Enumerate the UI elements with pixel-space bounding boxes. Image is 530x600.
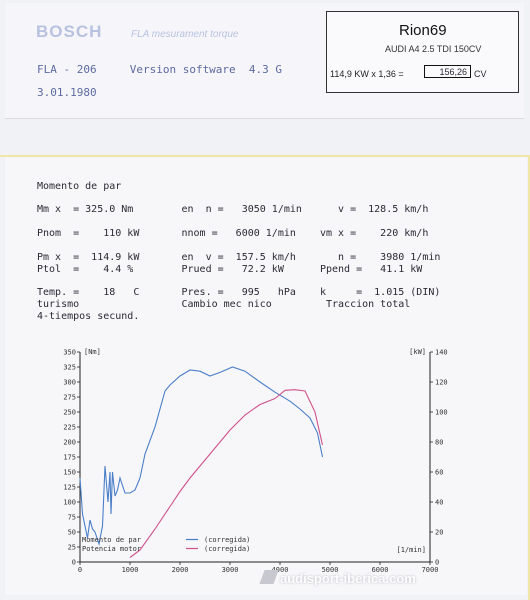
report-line: 4-tiempos secund. xyxy=(37,311,140,322)
x-tick-label: 5000 xyxy=(322,566,339,574)
report-line: turismo Cambio mec nico Traccion total xyxy=(37,299,411,310)
y-left-tick-label: 225 xyxy=(63,424,76,432)
vehicle-model: AUDI A4 2.5 TDI 150CV xyxy=(385,44,482,54)
legend-label: Potencia motor xyxy=(82,545,141,553)
y-right-unit: [kW] xyxy=(409,348,426,356)
y-right-tick-label: 140 xyxy=(435,349,448,357)
y-left-tick-label: 250 xyxy=(63,409,76,417)
y-left-tick-label: 200 xyxy=(63,439,76,447)
owner-name: Rion69 xyxy=(399,22,447,39)
y-right-tick-label: 60 xyxy=(435,469,443,477)
x-tick-label: 1000 xyxy=(122,566,139,574)
y-left-tick-label: 0 xyxy=(72,559,76,567)
watermark: audisport-iberica.com xyxy=(280,571,416,586)
y-left-tick-label: 275 xyxy=(63,394,76,402)
x-tick-label: 7000 xyxy=(422,566,439,574)
brand-logo: BOSCH xyxy=(36,22,103,41)
y-left-tick-label: 300 xyxy=(63,379,76,387)
y-left-tick-label: 150 xyxy=(63,469,76,477)
page-edge xyxy=(0,155,530,157)
x-tick-label: 0 xyxy=(78,566,82,574)
x-axis-unit: [1/min] xyxy=(396,546,426,554)
x-tick-label: 6000 xyxy=(372,566,389,574)
vehicle-info-box: Rion69 AUDI A4 2.5 TDI 150CV 114,9 KW x … xyxy=(326,11,519,93)
legend-tag: (corregida) xyxy=(204,545,250,553)
software-version-line: FLA - 206 Version software 4.3 G xyxy=(37,63,283,76)
y-right-tick-label: 0 xyxy=(435,559,439,567)
y-right-tick-label: 120 xyxy=(435,379,448,387)
series-line xyxy=(129,389,324,558)
legend-tag: (corregida) xyxy=(204,536,250,544)
report-line: Temp. = 18 C Pres. = 995 hPa k = 1.015 (… xyxy=(37,287,441,298)
y-right-tick-label: 20 xyxy=(435,529,443,537)
report-title: Momento de par xyxy=(37,181,122,192)
legend-label: Momento de par xyxy=(82,536,141,544)
y-left-tick-label: 125 xyxy=(63,484,76,492)
report-sheet xyxy=(5,155,527,595)
series-line xyxy=(79,366,324,547)
y-right-tick-label: 80 xyxy=(435,439,443,447)
x-tick-label: 4000 xyxy=(272,566,289,574)
report-line: Ptol = 4.4 % Prued = 72.2 kW Ppend = 41.… xyxy=(37,264,423,275)
y-left-tick-label: 325 xyxy=(63,364,76,372)
x-tick-label: 3000 xyxy=(222,566,239,574)
report-line: Pm x = 114.9 kW en v = 157.5 km/h n = 39… xyxy=(37,252,441,263)
power-conversion: 114,9 KW x 1,36 = xyxy=(330,69,404,79)
y-right-tick-label: 100 xyxy=(435,409,448,417)
y-left-unit: [Nm] xyxy=(84,348,101,356)
report-date: 3.01.1980 xyxy=(37,86,97,99)
report-line: Mm x = 325.0 Nm en n = 3050 1/min v = 12… xyxy=(37,204,429,215)
dyno-chart: 0255075100125150175200225250275300325350… xyxy=(63,348,448,574)
y-left-tick-label: 25 xyxy=(68,544,76,552)
y-left-tick-label: 50 xyxy=(68,529,76,537)
brand-subtitle: FLA mesurament torque xyxy=(131,29,239,40)
y-right-tick-label: 40 xyxy=(435,499,443,507)
report-line: Pnom = 110 kW nnom = 6000 1/min vm x = 2… xyxy=(37,228,429,239)
y-left-tick-label: 175 xyxy=(63,454,76,462)
power-result: 156,26 xyxy=(424,65,471,78)
y-left-tick-label: 100 xyxy=(63,499,76,507)
y-left-tick-label: 350 xyxy=(63,349,76,357)
y-left-tick-label: 75 xyxy=(68,514,76,522)
power-unit: CV xyxy=(474,69,487,79)
page-edge-right xyxy=(528,155,530,600)
x-tick-label: 2000 xyxy=(172,566,189,574)
